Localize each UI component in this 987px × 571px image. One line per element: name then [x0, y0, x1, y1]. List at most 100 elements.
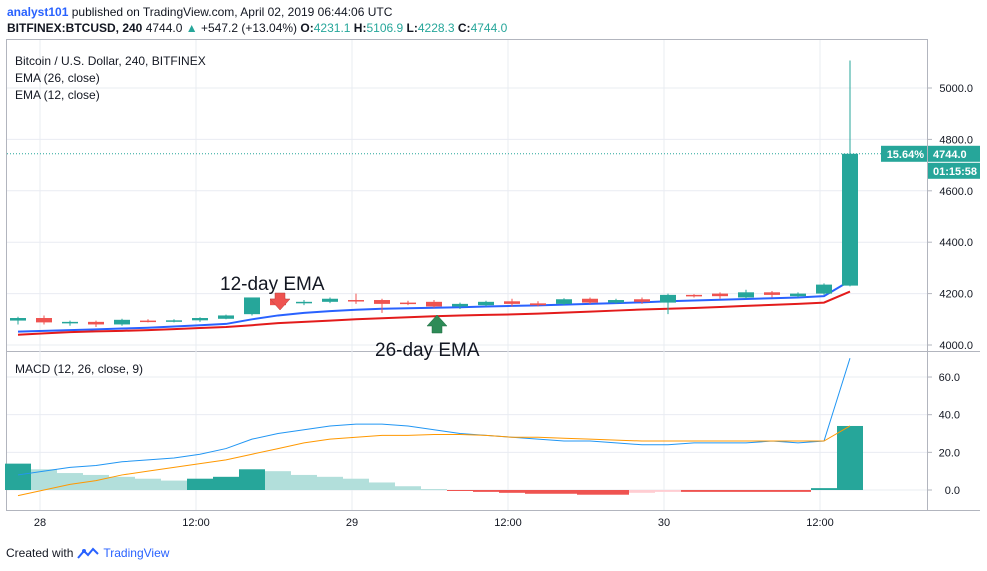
- low-label: L:: [406, 21, 418, 35]
- candle-body: [660, 294, 676, 303]
- candle-body: [322, 298, 338, 302]
- candle: [244, 297, 260, 316]
- macd-histogram-bar: [265, 471, 291, 490]
- macd-tick-label: 0.0: [945, 485, 960, 497]
- candle-body: [62, 321, 78, 324]
- macd-histogram-bar: [161, 480, 187, 490]
- price-tick-label: 4600.0: [939, 186, 973, 198]
- countdown-text: 01:15:58: [933, 166, 977, 178]
- candle: [400, 300, 416, 306]
- x-tick-label: 12:00: [806, 517, 834, 529]
- ema26-annotation: 26-day EMA: [375, 340, 480, 361]
- candle-body: [166, 320, 182, 322]
- candle-body: [296, 301, 312, 304]
- footer: Created with TradingView: [6, 546, 169, 560]
- macd-histogram-bar: [187, 478, 213, 490]
- candle-body: [452, 303, 468, 307]
- candle: [478, 300, 494, 307]
- macd-legend: MACD (12, 26, close, 9): [15, 362, 143, 376]
- macd-histogram-bar: [57, 473, 83, 490]
- publish-info: published on TradingView.com, April 02, …: [71, 5, 393, 19]
- price-tick-label: 4200.0: [939, 289, 973, 301]
- candle-body: [842, 153, 858, 286]
- created-with-label: Created with: [6, 546, 74, 560]
- macd-line: [17, 358, 851, 476]
- ema12-annotation: 12-day EMA: [220, 274, 325, 295]
- macd-histogram-bar: [785, 490, 811, 492]
- open-value: 4231.1: [313, 21, 351, 35]
- high-value: 5106.9: [366, 21, 404, 35]
- x-tick-label: 30: [658, 517, 670, 529]
- candle-body: [686, 294, 702, 297]
- price-legend-title: Bitcoin / U.S. Dollar, 240, BITFINEX: [15, 54, 206, 68]
- candle-body: [88, 321, 104, 325]
- low-value: 4228.3: [417, 21, 455, 35]
- down-arrow-icon: [269, 292, 291, 311]
- candle-body: [114, 319, 130, 325]
- candle-body: [634, 299, 650, 302]
- macd-histogram-bar: [83, 474, 109, 490]
- candle-body: [192, 318, 208, 321]
- macd-histogram-bar: [5, 463, 31, 490]
- macd-histogram-bar: [291, 474, 317, 490]
- macd-histogram-bar: [577, 490, 603, 495]
- publish-line: analyst101 published on TradingView.com,…: [7, 5, 392, 19]
- candle-body: [530, 303, 546, 306]
- candle-body: [764, 292, 780, 295]
- candle-body: [140, 320, 156, 323]
- x-tick-label: 28: [34, 517, 46, 529]
- candle-body: [738, 292, 754, 298]
- macd-histogram-bar: [759, 490, 785, 492]
- tradingview-brand[interactable]: TradingView: [103, 546, 170, 560]
- ohlc-line: BITFINEX:BTCUSD, 240 4744.0 ▲ +547.2 (+1…: [7, 21, 507, 35]
- price-tick-label: 4400.0: [939, 237, 973, 249]
- candle-body: [10, 318, 26, 321]
- price-badge-text: 4744.0: [933, 149, 967, 161]
- candle: [114, 318, 130, 326]
- macd-histogram-bar: [681, 490, 707, 492]
- x-tick-label: 12:00: [182, 517, 210, 529]
- symbol-label: BITFINEX:BTCUSD, 240: [7, 21, 143, 35]
- candle: [582, 297, 598, 304]
- chart-frame: [6, 39, 928, 511]
- candle-body: [218, 315, 234, 319]
- up-triangle-icon: ▲: [185, 21, 198, 35]
- grid: [7, 40, 927, 510]
- author-link[interactable]: analyst101: [7, 5, 69, 19]
- candle: [790, 292, 806, 298]
- tradingview-logo-icon: [77, 547, 100, 559]
- candle: [62, 320, 78, 326]
- macd-histogram-bar: [369, 482, 395, 490]
- candle: [322, 297, 338, 304]
- macd-histogram-bar: [733, 490, 759, 492]
- close-label: C:: [457, 21, 471, 35]
- open-label: O:: [300, 21, 314, 35]
- macd-histogram-bar: [811, 488, 837, 490]
- candle: [712, 292, 728, 299]
- x-tick-label: 12:00: [494, 517, 522, 529]
- candle: [738, 289, 754, 299]
- macd-histogram-bar: [551, 490, 577, 494]
- macd-histogram-bar: [31, 469, 57, 490]
- candle-body: [374, 300, 390, 304]
- macd-histogram-bar: [629, 490, 655, 493]
- candle: [764, 291, 780, 298]
- macd-histogram-bar: [213, 476, 239, 490]
- candle-body: [400, 302, 416, 305]
- macd-tick-label: 20.0: [939, 447, 960, 459]
- candle: [842, 60, 858, 287]
- price-pane[interactable]: [10, 60, 858, 336]
- percent-badge: 15.64%: [881, 145, 927, 162]
- macd-histogram-bar: [655, 490, 681, 492]
- ema12-line: [17, 290, 851, 336]
- macd-pane[interactable]: [5, 358, 863, 497]
- candle-body: [504, 301, 520, 304]
- macd-histogram-bar: [395, 486, 421, 490]
- signal-line: [17, 425, 851, 497]
- candle: [192, 317, 208, 322]
- candle: [530, 301, 546, 307]
- macd-histogram-bar: [109, 476, 135, 490]
- macd-tick-label: 60.0: [939, 372, 960, 384]
- macd-histogram-bar: [239, 469, 265, 490]
